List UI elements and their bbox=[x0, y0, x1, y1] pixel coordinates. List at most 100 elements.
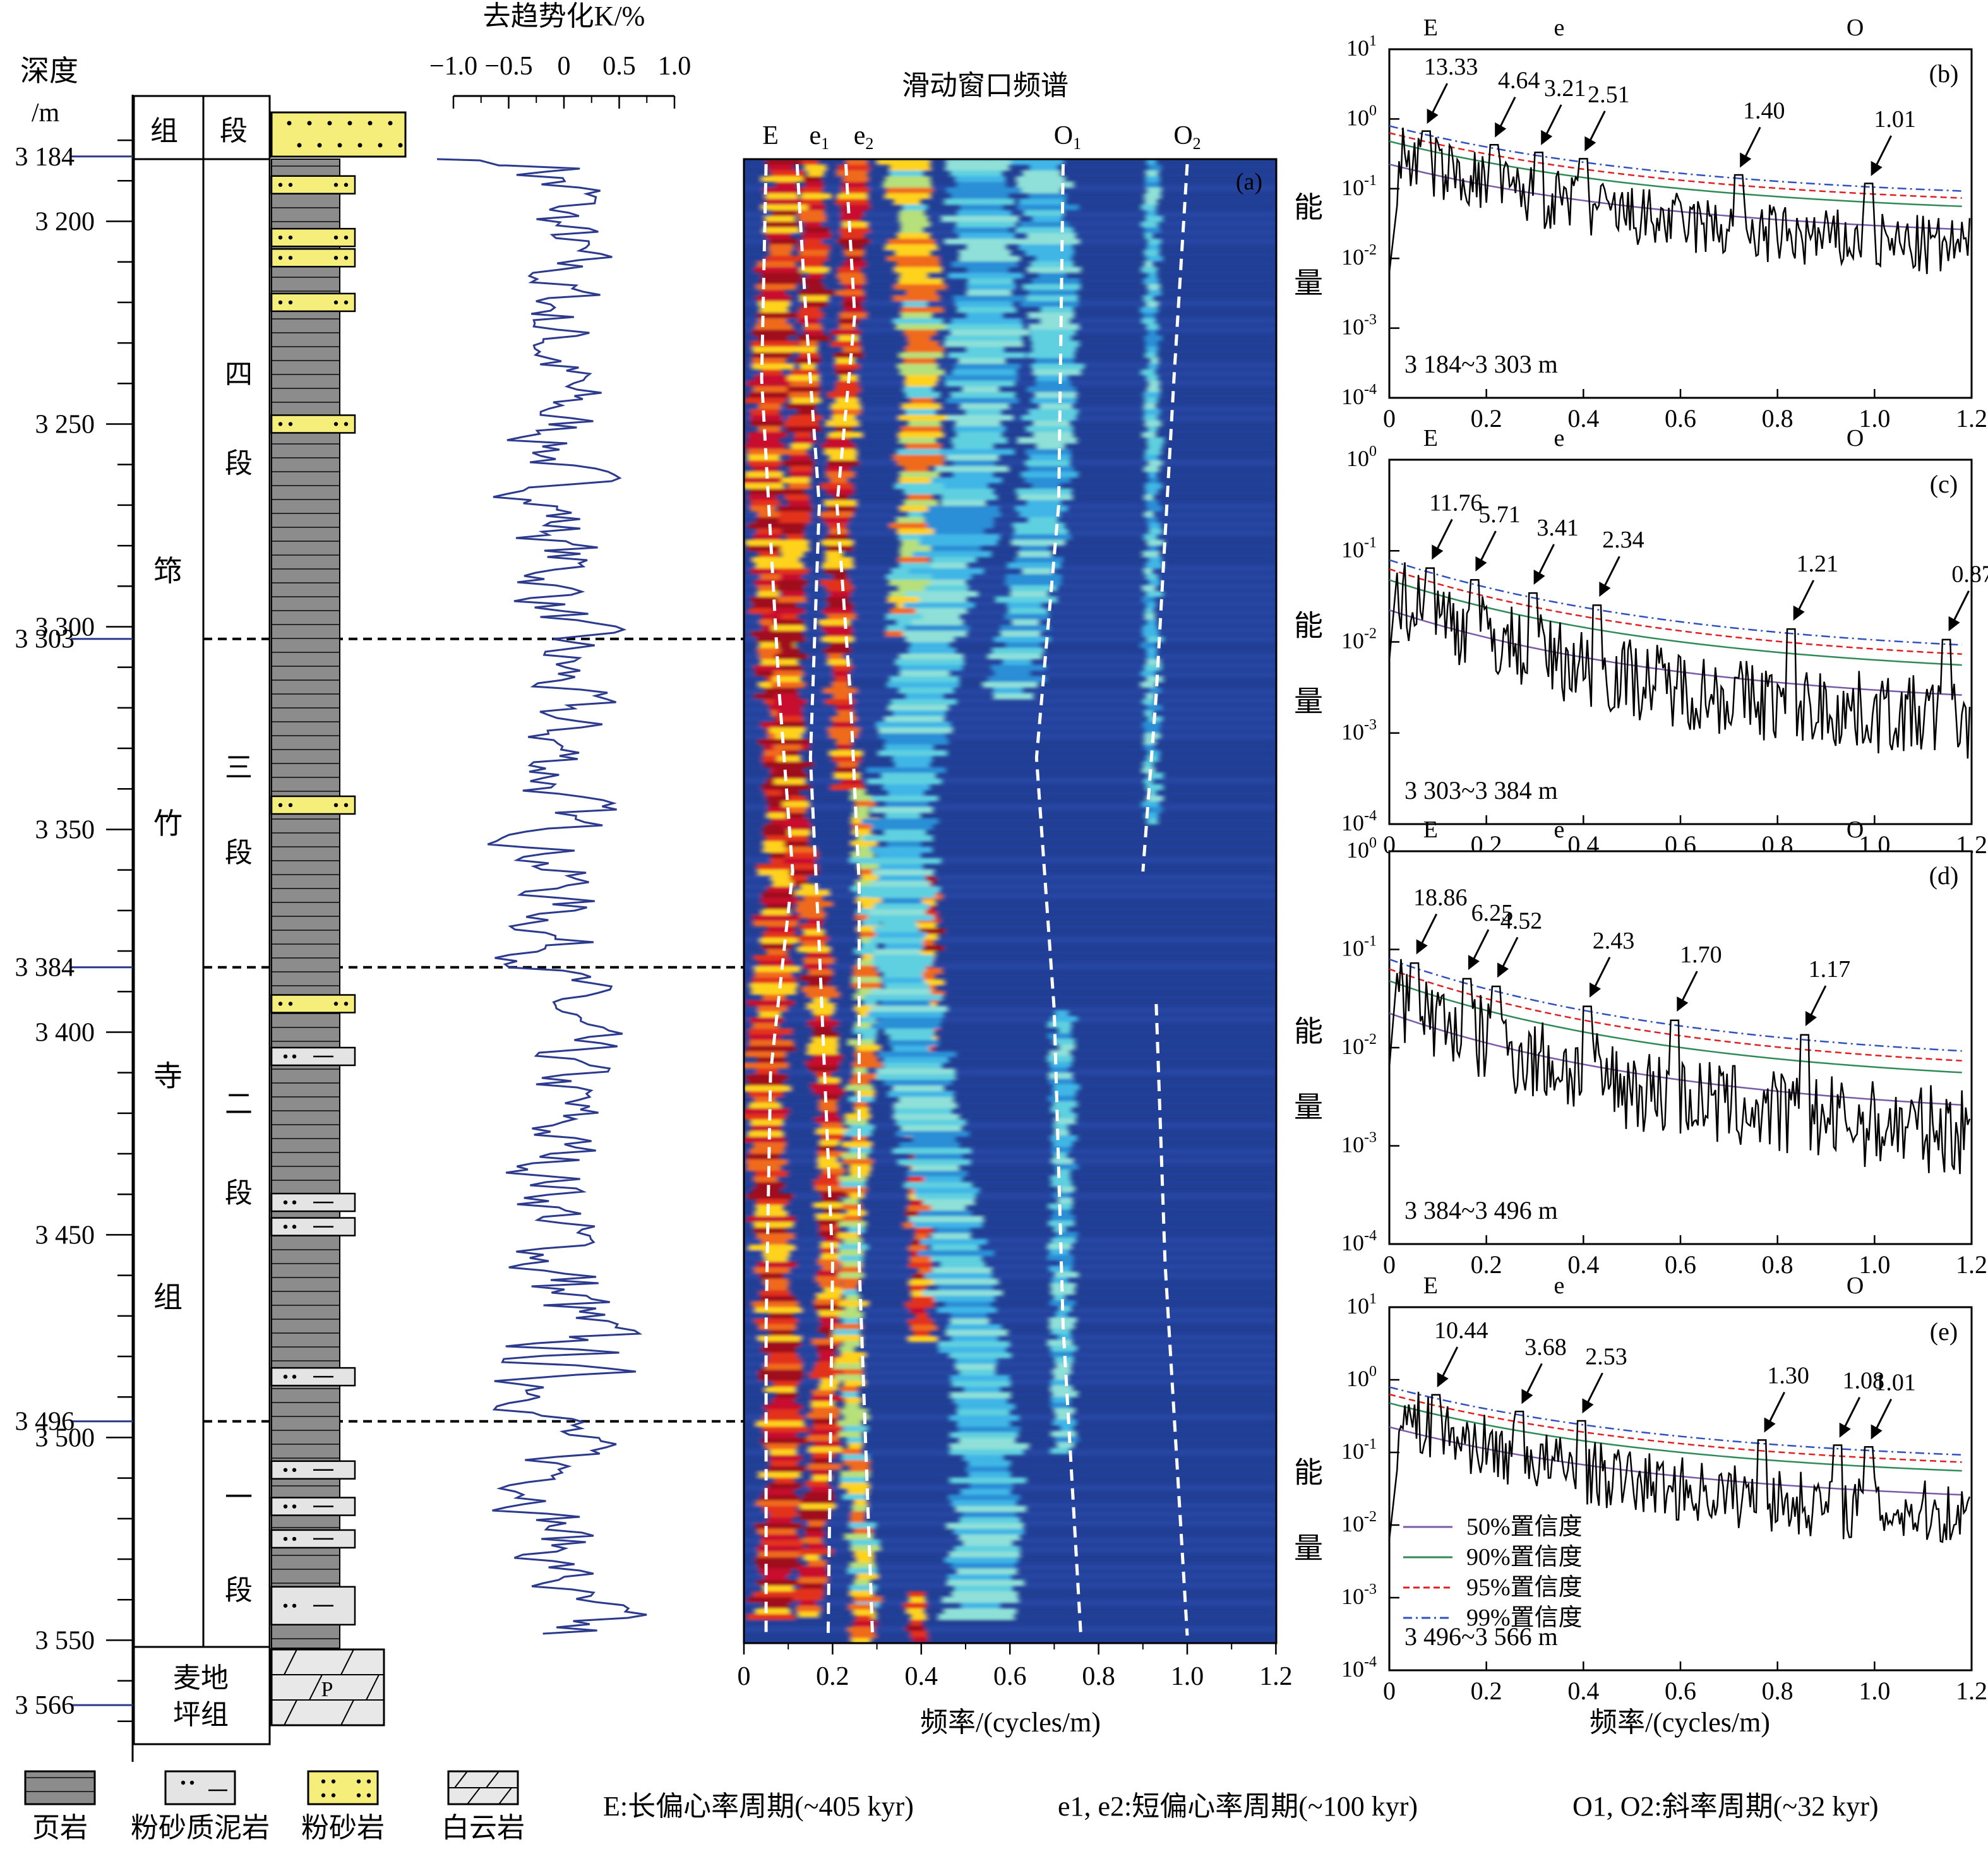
confidence-curve bbox=[1389, 125, 1962, 192]
peak-label: 1.01 bbox=[1874, 106, 1916, 133]
panel-depth-range: 3 384~3 496 m bbox=[1404, 1196, 1558, 1224]
peak-label: 4.52 bbox=[1500, 907, 1543, 934]
x-tick-label: 0 bbox=[1383, 1677, 1396, 1705]
confidence-curve bbox=[1389, 1386, 1962, 1456]
x-tick-label: 0.8 bbox=[1762, 1677, 1793, 1705]
x-tick-label: 1.0 bbox=[1859, 404, 1890, 433]
curve-tick-label: −0.5 bbox=[484, 52, 532, 81]
depth-tick-label: 3 450 bbox=[35, 1221, 95, 1250]
lithology-legend-swatch bbox=[24, 1770, 96, 1805]
y-tick-label: 10-4 bbox=[1341, 381, 1377, 409]
x-tick-label: 0.4 bbox=[1567, 1677, 1599, 1705]
member-char: 段 bbox=[225, 1178, 253, 1209]
spectrogram-x-tick: 0 bbox=[738, 1662, 751, 1691]
peak-label: 3.68 bbox=[1524, 1334, 1567, 1360]
depth-axis-unit: /m bbox=[32, 99, 60, 128]
depth-axis-title: 深度 bbox=[20, 55, 78, 87]
boundary-depth-label: 3 184 bbox=[15, 143, 75, 172]
cycle-explanation: e1, e2:短偏心率周期(~100 kyr) bbox=[1058, 1791, 1418, 1822]
siltstone-layer bbox=[270, 111, 407, 158]
lithology-legend-swatch bbox=[164, 1770, 236, 1805]
member-char: 三 bbox=[225, 752, 253, 783]
siltstone-layer bbox=[270, 414, 356, 434]
y-tick-label: 10-2 bbox=[1341, 242, 1377, 270]
peak-label: 3.21 bbox=[1544, 75, 1586, 102]
curve-tick-label: 1.0 bbox=[658, 52, 692, 81]
power-spectrum-panel: 10-4 10-3 10-2 10-1 100 0 0.2 0.4 0.6 0.8 1.0 1.2 (d… bbox=[1294, 817, 1987, 1279]
y-tick-label: 10-3 bbox=[1341, 1130, 1377, 1158]
x-tick-label: 0 bbox=[1383, 1250, 1396, 1279]
y-tick-label: 10-1 bbox=[1341, 172, 1377, 200]
band-label: e bbox=[1554, 15, 1564, 41]
panel-depth-range: 3 303~3 384 m bbox=[1404, 776, 1558, 805]
formation-char: 竹 bbox=[153, 808, 183, 840]
y-tick-label: 100 bbox=[1346, 835, 1377, 863]
peak-label: 1.40 bbox=[1743, 97, 1785, 124]
lithology-legend-label: 粉砂质泥岩 bbox=[131, 1812, 270, 1843]
peak-label: 2.34 bbox=[1602, 527, 1644, 553]
y-tick-label: 10-4 bbox=[1341, 1228, 1377, 1255]
strat-frame bbox=[133, 95, 271, 1745]
peak-label: 6.25 bbox=[1471, 900, 1514, 926]
depth-tick-label: 3 200 bbox=[35, 207, 95, 236]
boundary-depth-label: 3 303 bbox=[15, 625, 75, 654]
band-label: E bbox=[1423, 425, 1438, 452]
boundary-depth-label: 3 566 bbox=[15, 1691, 75, 1720]
spectrogram-x-tick: 0.2 bbox=[816, 1662, 849, 1691]
peak-label: 11.76 bbox=[1429, 489, 1482, 516]
x-tick-label: 1.0 bbox=[1859, 1250, 1890, 1279]
x-tick-label: 0.4 bbox=[1567, 1250, 1599, 1279]
peak-label: 1.70 bbox=[1680, 942, 1722, 968]
y-tick-label: 101 bbox=[1346, 1291, 1377, 1319]
peak-label: 2.53 bbox=[1585, 1343, 1627, 1370]
band-label: E bbox=[762, 121, 779, 150]
y-tick-label: 10-1 bbox=[1341, 933, 1377, 961]
x-tick-label: 0.4 bbox=[1567, 404, 1599, 433]
cycle-track bbox=[795, 164, 834, 1636]
x-tick-label: 1.2 bbox=[1956, 1677, 1987, 1705]
power-axis-label: 量 bbox=[1294, 1533, 1323, 1565]
power-axis-label: 量 bbox=[1294, 1091, 1323, 1123]
member-char: 段 bbox=[225, 1575, 253, 1606]
peak-label: 2.51 bbox=[1588, 81, 1630, 108]
peak-label: 1.21 bbox=[1796, 551, 1838, 577]
power-spectrum-panel: 10-4 10-3 10-2 10-1 100 101 0 0.2 0.4 0.6 0.8 1.0 1.… bbox=[1294, 1272, 1987, 1705]
spectrogram-x-label: 频率/(cycles/m) bbox=[920, 1707, 1101, 1738]
cycle-explanation: E:长偏心率周期(~405 kyr) bbox=[603, 1791, 914, 1822]
curve-tick-label: 0.5 bbox=[602, 52, 636, 81]
y-tick-label: 100 bbox=[1346, 1363, 1377, 1391]
y-tick-label: 10-1 bbox=[1341, 1436, 1377, 1464]
member-char: 段 bbox=[225, 448, 253, 479]
power-axis-label: 能 bbox=[1294, 191, 1323, 224]
confidence-legend-label: 95%置信度 bbox=[1466, 1574, 1583, 1601]
x-tick-label: 0.6 bbox=[1665, 404, 1696, 433]
depth-tick-label: 3 350 bbox=[35, 815, 95, 844]
peak-label: 10.44 bbox=[1434, 1317, 1488, 1344]
spectrogram-x-tick: 0.6 bbox=[993, 1662, 1027, 1691]
power-axis-label: 量 bbox=[1294, 686, 1323, 718]
x-tick-label: 0.2 bbox=[1471, 1250, 1502, 1279]
spectrogram-x-tick: 1.0 bbox=[1171, 1662, 1204, 1691]
power-spectrum-curve bbox=[1388, 1391, 1971, 1543]
confidence-curve bbox=[1389, 968, 1962, 1062]
peak-label: 1.01 bbox=[1874, 1370, 1916, 1396]
curve-tick-label: −1.0 bbox=[429, 52, 477, 81]
peak-label: 2.43 bbox=[1593, 928, 1635, 954]
y-tick-label: 10-2 bbox=[1341, 626, 1377, 654]
band-label: O2 bbox=[1173, 121, 1201, 153]
band-label: e bbox=[1554, 1272, 1564, 1299]
band-label: E bbox=[1423, 1272, 1438, 1299]
spectrogram-title: 滑动窗口频谱 bbox=[902, 70, 1069, 101]
member-char: 段 bbox=[225, 837, 253, 868]
band-label: e bbox=[1554, 817, 1564, 843]
siltstone-layer bbox=[270, 227, 356, 248]
x-tick-label: 0.6 bbox=[1665, 1250, 1696, 1279]
confidence-curve bbox=[1389, 958, 1962, 1052]
spectrum-x-label: 频率/(cycles/m) bbox=[1590, 1707, 1770, 1738]
member-char: 二 bbox=[225, 1089, 253, 1120]
depth-tick-label: 3 300 bbox=[35, 613, 95, 642]
y-tick-label: 10-3 bbox=[1341, 1581, 1377, 1609]
x-tick-label: 0.6 bbox=[1665, 1677, 1696, 1705]
panel-label: (c) bbox=[1930, 470, 1958, 498]
